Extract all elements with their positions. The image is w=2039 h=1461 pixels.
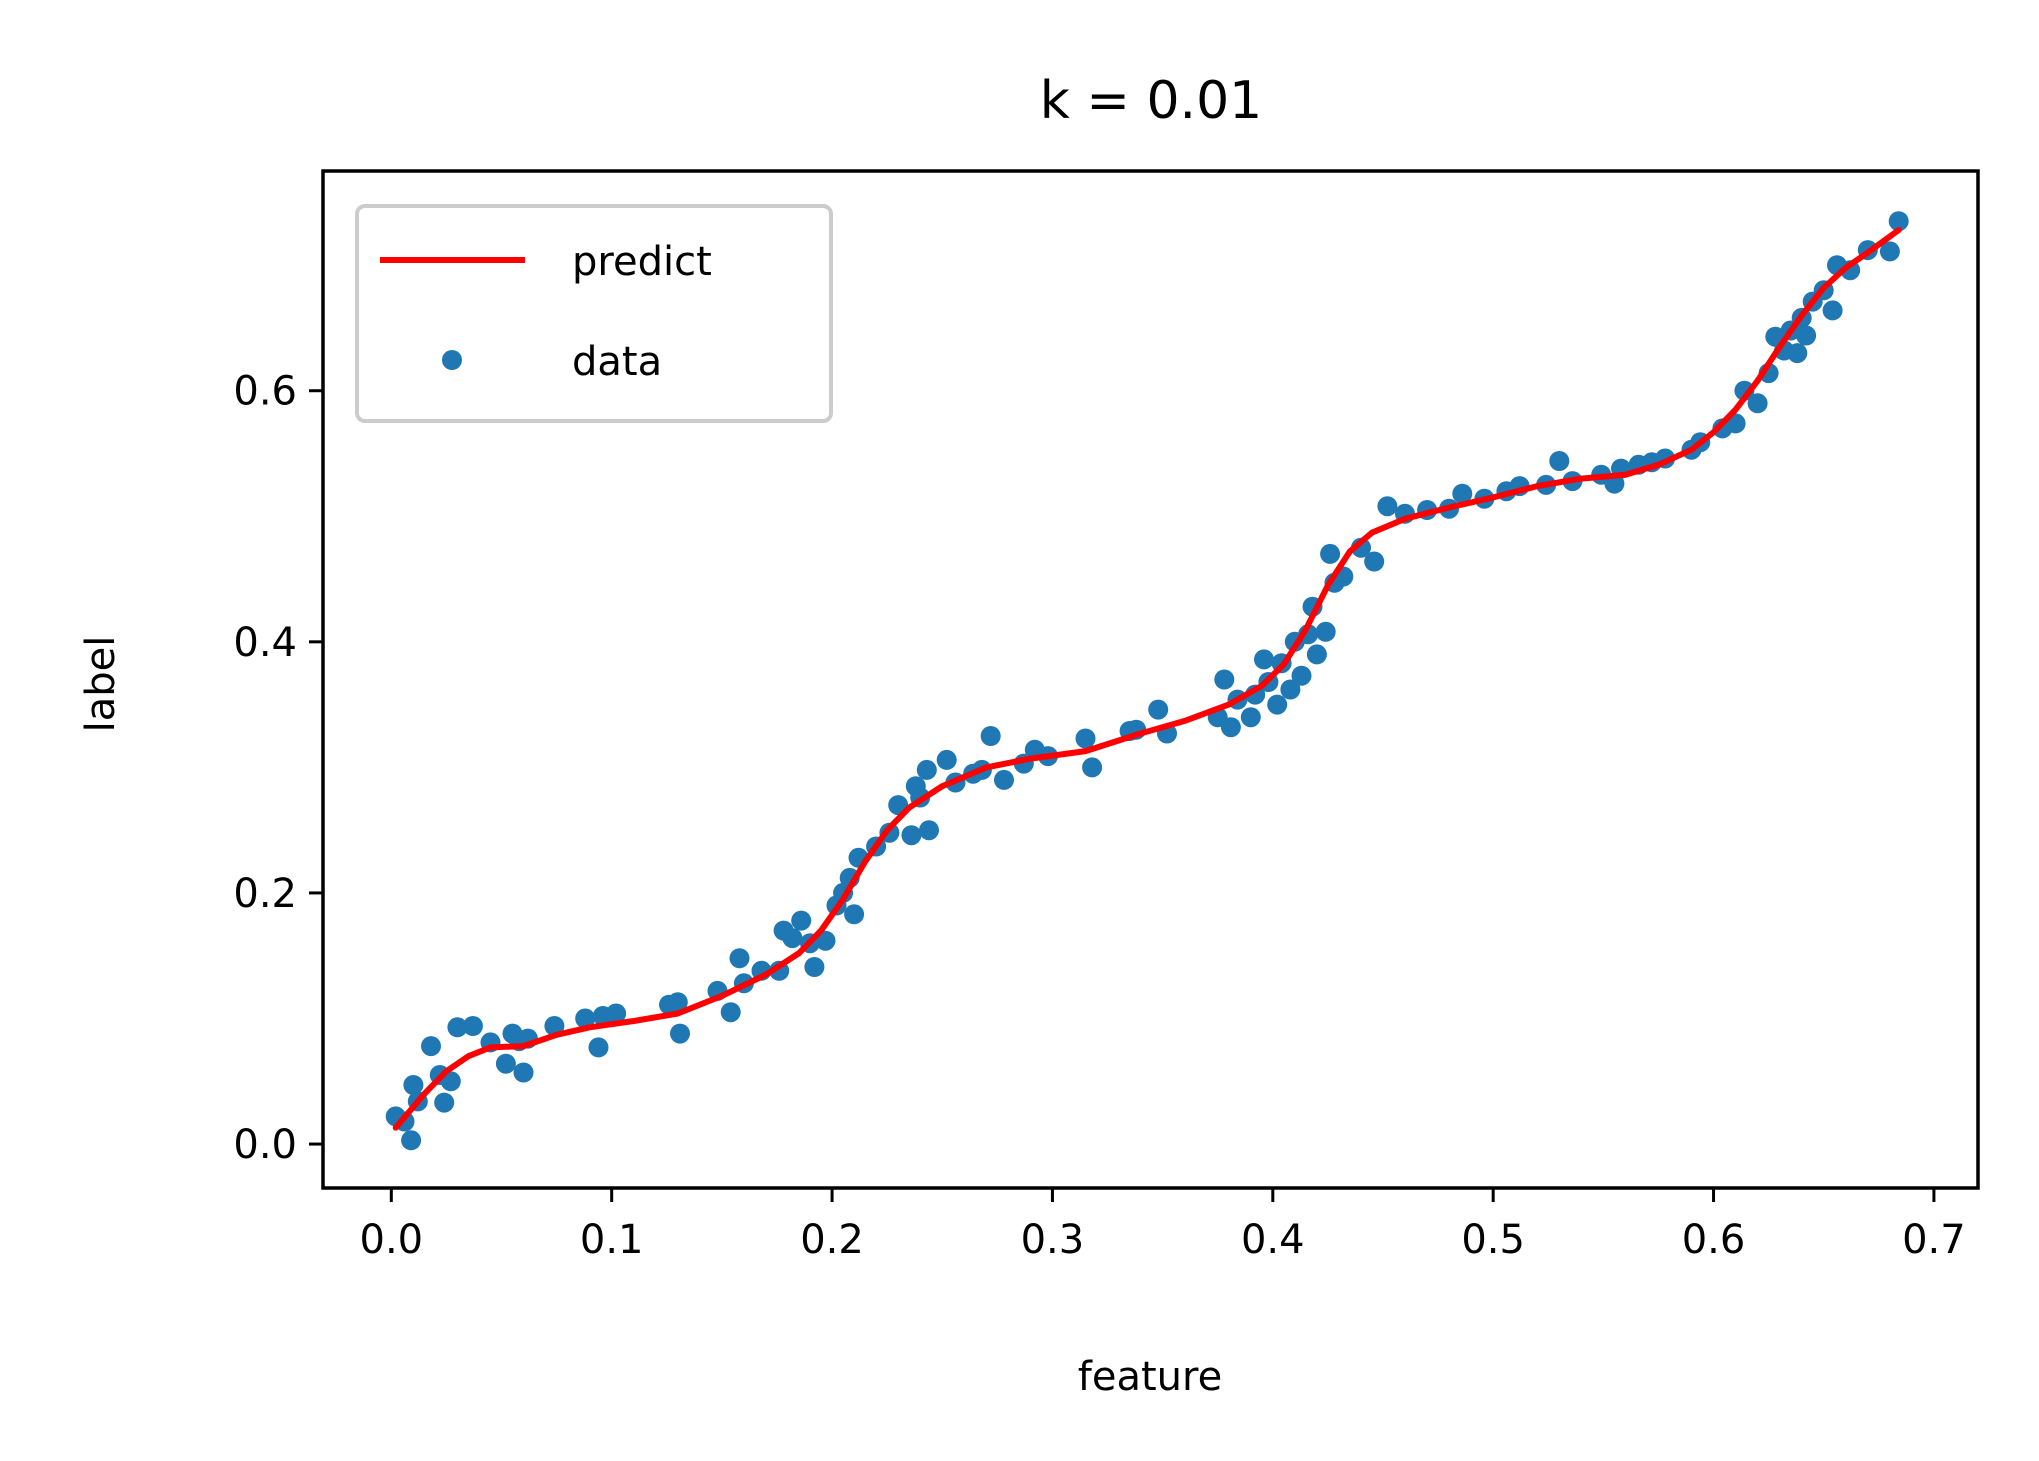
data-point: [1082, 757, 1103, 778]
data-point: [447, 1017, 468, 1038]
data-point: [1315, 621, 1336, 642]
data-point: [919, 820, 939, 841]
x-tick-label: 0.3: [1021, 1217, 1085, 1263]
data-points: [385, 211, 1909, 1151]
data-point: [667, 992, 688, 1013]
data-point: [1747, 393, 1768, 414]
data-point: [1280, 679, 1301, 700]
legend-data-label: data: [572, 339, 662, 385]
x-axis-label: feature: [1078, 1354, 1222, 1400]
data-point: [844, 904, 865, 925]
data-point: [1452, 483, 1473, 504]
data-point: [901, 825, 922, 846]
data-point: [1220, 717, 1241, 738]
y-tick-label: 0.4: [233, 620, 297, 666]
data-point: [1267, 694, 1288, 715]
x-tick-label: 0.1: [580, 1217, 644, 1263]
data-point: [1879, 241, 1900, 262]
data-point: [403, 1075, 424, 1095]
y-tick-label: 0.6: [233, 369, 297, 415]
data-point: [815, 930, 836, 951]
data-point: [1214, 669, 1235, 690]
data-point: [1822, 300, 1843, 321]
data-point: [588, 1037, 609, 1058]
x-tick-label: 0.7: [1902, 1217, 1966, 1263]
x-tick-label: 0.4: [1241, 1217, 1305, 1263]
data-point: [1796, 325, 1817, 346]
x-tick-label: 0.6: [1682, 1217, 1746, 1263]
data-point: [1549, 451, 1570, 471]
data-point: [462, 1016, 483, 1036]
data-point: [495, 1053, 516, 1074]
data-point: [1320, 543, 1341, 564]
data-point: [729, 948, 750, 969]
data-point: [1306, 644, 1327, 665]
data-point: [1364, 551, 1385, 572]
legend-predict-label: predict: [572, 239, 712, 285]
data-point: [720, 1002, 741, 1023]
legend-data-swatch: [442, 350, 462, 370]
data-point: [544, 1016, 565, 1036]
y-tick-label: 0.0: [233, 1122, 297, 1168]
data-point: [1240, 707, 1261, 728]
x-tick-label: 0.5: [1461, 1217, 1525, 1263]
x-tick-label: 0.0: [360, 1217, 424, 1263]
data-point: [1291, 665, 1312, 686]
data-point: [1888, 211, 1909, 232]
data-point: [994, 769, 1014, 790]
data-point: [1075, 728, 1096, 749]
predict-line: [392, 227, 1902, 1131]
data-point: [401, 1130, 422, 1151]
data-point: [606, 1003, 627, 1024]
data-point: [804, 957, 825, 977]
x-axis-ticks: 0.0 0.1 0.2 0.3 0.4 0.5 0.6 0.7: [360, 1188, 1966, 1263]
data-point: [936, 749, 957, 770]
data-point: [1254, 649, 1274, 670]
data-point: [513, 1062, 534, 1083]
data-point: [916, 759, 937, 780]
data-point: [782, 928, 803, 949]
y-tick-label: 0.2: [233, 871, 297, 917]
y-axis-ticks: 0.0 0.2 0.4 0.6: [233, 369, 323, 1168]
chart-title: k = 0.01: [1040, 71, 1263, 131]
data-point: [440, 1071, 461, 1092]
data-point: [575, 1008, 596, 1029]
data-point: [980, 726, 1001, 746]
data-point: [421, 1036, 441, 1057]
data-point: [434, 1092, 455, 1113]
data-point: [1148, 699, 1169, 720]
x-tick-label: 0.2: [800, 1217, 864, 1263]
data-point: [670, 1023, 690, 1044]
data-point: [1377, 496, 1398, 517]
plot-frame: [321, 169, 1980, 1190]
data-point: [1787, 343, 1808, 364]
data-point: [791, 910, 812, 931]
y-axis-label: label: [78, 636, 124, 733]
legend: predict data: [355, 204, 833, 423]
